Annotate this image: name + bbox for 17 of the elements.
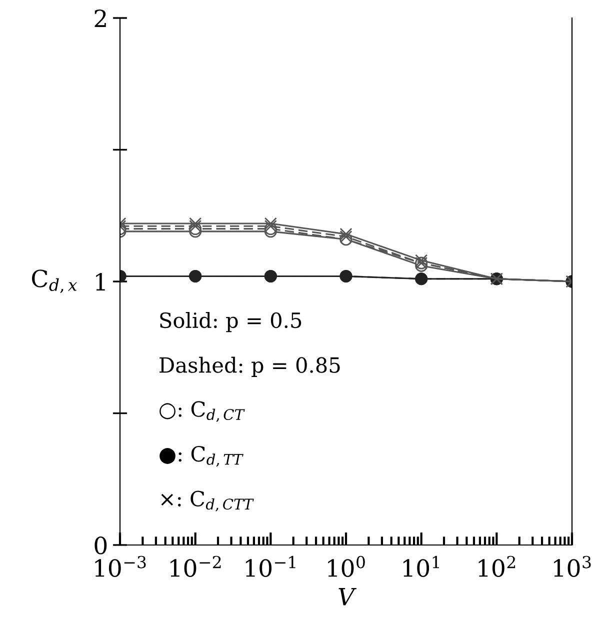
annotation: ●: C$_{d,TT}$ xyxy=(160,446,244,467)
x-axis-title: V xyxy=(338,588,357,606)
x-tick-label: 10$^{3}$ xyxy=(554,556,591,577)
x-tick-label: 10$^{1}$ xyxy=(403,556,439,577)
annotation: Solid: p = 0.5 xyxy=(160,312,302,332)
x-tick-label: 10$^{−2}$ xyxy=(170,556,221,577)
y-tick-label: 2 xyxy=(94,9,106,27)
y-axis-title: C$_{d,x}$ xyxy=(32,270,77,294)
annotation: ×: C$_{d,CTT}$ xyxy=(161,490,254,512)
x-tick-label: 10$^{0}$ xyxy=(328,556,365,577)
y-tick-label: 1 xyxy=(96,272,105,290)
x-tick-label: 10$^{−3}$ xyxy=(95,556,146,577)
x-tick-label: 10$^{−1}$ xyxy=(246,556,296,577)
annotation: ○: C$_{d,CT}$ xyxy=(160,401,245,422)
annotation: Dashed: p = 0.85 xyxy=(160,356,340,377)
y-tick-label: 0 xyxy=(94,536,107,554)
x-tick-label: 10$^{2}$ xyxy=(478,556,516,577)
